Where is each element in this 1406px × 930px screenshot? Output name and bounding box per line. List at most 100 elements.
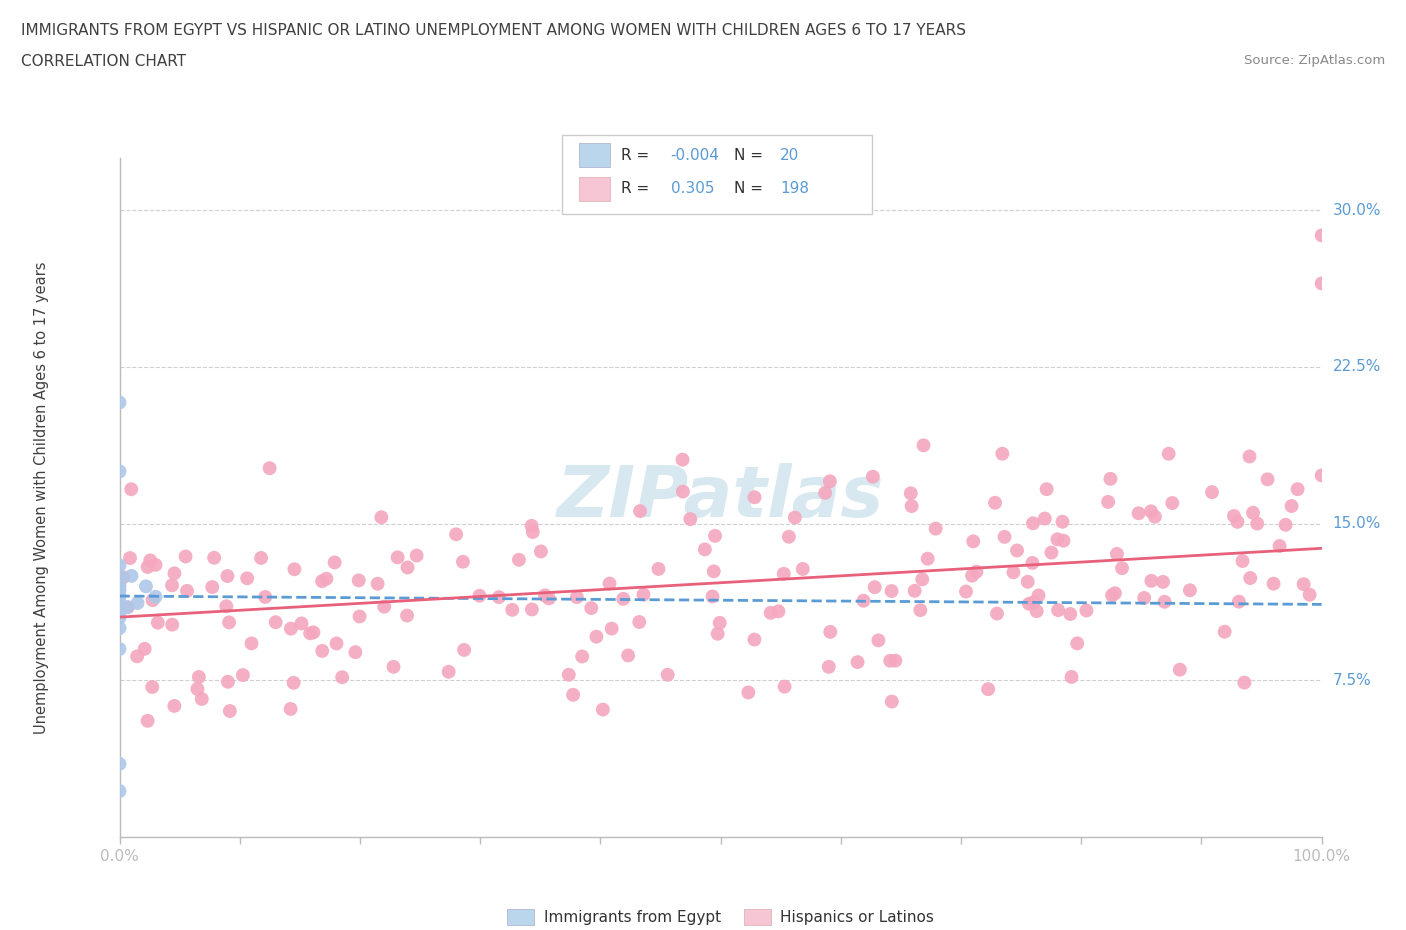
Point (628, 504, 651, 519)
Point (1239, 449, 1261, 464)
Point (1097, 495, 1119, 510)
Point (1292, 577, 1315, 591)
Point (1140, 504, 1163, 519)
Point (250, 551, 273, 565)
Point (1022, 516, 1045, 531)
Point (202, 551, 225, 565)
Point (108, 604, 131, 618)
Point (108, 395, 131, 410)
Point (1046, 532, 1069, 547)
Point (912, 438, 935, 453)
Text: 15.0%: 15.0% (1333, 516, 1381, 531)
Point (405, 548, 427, 563)
Point (820, 624, 842, 639)
Point (163, 566, 186, 581)
Point (302, 625, 325, 640)
Point (373, 599, 395, 614)
Point (706, 626, 728, 641)
Point (924, 521, 946, 536)
Point (387, 550, 409, 565)
Point (1047, 603, 1070, 618)
Point (1143, 510, 1166, 525)
Point (1157, 446, 1180, 461)
Point (290, 616, 312, 631)
Point (174, 549, 197, 564)
Point (1232, 553, 1254, 568)
Point (530, 544, 553, 559)
Point (1002, 565, 1025, 579)
Text: -0.004: -0.004 (671, 148, 720, 163)
Point (1274, 517, 1296, 532)
Point (349, 609, 371, 624)
Point (1111, 561, 1133, 576)
Point (612, 591, 634, 606)
Point (960, 568, 983, 583)
Point (330, 670, 353, 684)
Text: N =: N = (734, 181, 768, 196)
Point (917, 551, 939, 566)
Point (453, 643, 475, 658)
Point (772, 566, 794, 581)
Point (115, 600, 138, 615)
Point (1040, 545, 1063, 560)
Point (280, 621, 302, 636)
Point (1161, 496, 1184, 511)
Point (118, 551, 141, 565)
Point (585, 630, 607, 644)
Point (679, 512, 702, 526)
Point (186, 682, 208, 697)
Point (1033, 512, 1056, 526)
Point (884, 653, 907, 668)
Point (283, 562, 305, 577)
Point (108, 784, 131, 799)
Point (558, 668, 581, 683)
Point (977, 682, 1000, 697)
Point (108, 558, 131, 573)
Point (693, 542, 716, 557)
Point (141, 680, 163, 695)
Point (121, 568, 143, 583)
Point (1246, 516, 1268, 531)
Point (1310, 228, 1333, 243)
Point (910, 603, 932, 618)
Point (617, 648, 640, 663)
Point (311, 574, 333, 589)
Point (145, 590, 167, 604)
Point (136, 713, 159, 728)
Point (1028, 588, 1050, 603)
Point (880, 584, 903, 599)
Point (367, 577, 389, 591)
Text: ZIPatlas: ZIPatlas (557, 463, 884, 532)
Point (1025, 604, 1047, 618)
Point (108, 583, 131, 598)
Point (671, 452, 693, 467)
Point (880, 694, 903, 709)
Point (311, 644, 333, 658)
Point (900, 485, 922, 500)
Text: 7.5%: 7.5% (1333, 672, 1371, 688)
Point (966, 565, 988, 579)
Point (108, 610, 131, 625)
Point (759, 605, 782, 620)
Point (704, 528, 727, 543)
Point (127, 649, 149, 664)
Point (1005, 543, 1028, 558)
Point (283, 675, 305, 690)
Point (1178, 583, 1201, 598)
Point (232, 668, 254, 683)
Point (280, 701, 302, 716)
Point (1059, 606, 1081, 621)
Legend: Immigrants from Egypt, Hispanics or Latinos: Immigrants from Egypt, Hispanics or Lati… (501, 903, 941, 930)
Point (1052, 533, 1074, 548)
Point (136, 560, 159, 575)
Point (176, 583, 198, 598)
Point (817, 659, 839, 674)
Point (862, 470, 884, 485)
Point (737, 685, 759, 700)
Point (201, 579, 224, 594)
Point (709, 616, 731, 631)
Point (370, 510, 392, 525)
Point (1105, 547, 1128, 562)
Point (1310, 276, 1333, 291)
Point (108, 568, 131, 583)
